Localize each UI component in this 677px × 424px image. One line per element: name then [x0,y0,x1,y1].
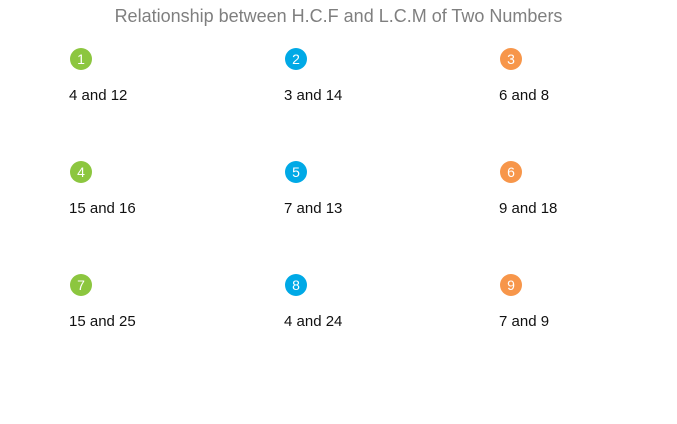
item-label: 7 and 9 [499,313,550,330]
number-badge: 4 [70,161,92,183]
number-badge: 1 [70,48,92,70]
item-label: 9 and 18 [499,200,558,217]
number-badge: 7 [70,274,92,296]
number-badge: 5 [285,161,307,183]
item-label: 15 and 16 [69,200,136,217]
number-badge: 3 [500,48,522,70]
item-label: 3 and 14 [284,87,343,104]
title: Relationship between H.C.F and L.C.M of … [114,6,563,26]
item-label: 7 and 13 [284,200,343,217]
number-badge: 9 [500,274,522,296]
item-label: 4 and 12 [69,87,128,104]
number-badge: 6 [500,161,522,183]
number-badge: 8 [285,274,307,296]
number-badge: 2 [285,48,307,70]
item-label: 15 and 25 [69,313,136,330]
item-label: 4 and 24 [284,313,343,330]
item-label: 6 and 8 [499,87,550,104]
